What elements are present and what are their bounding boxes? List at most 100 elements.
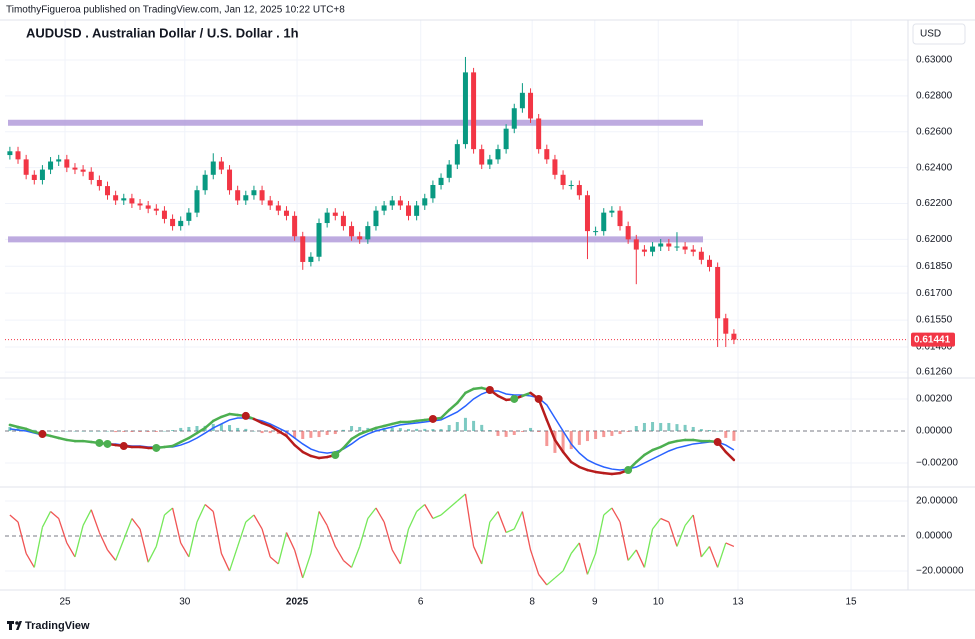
y-tick-label: 0.61400 [916,342,953,353]
macd-segment [496,394,508,402]
histogram-bar [447,425,451,431]
macd-segment [203,419,215,430]
candle-body [576,185,582,196]
candle-body [593,231,599,233]
macd-segment [8,423,20,429]
candle-body [267,200,273,206]
macd-segment [447,401,459,412]
candle-body [308,256,314,262]
oscillator-segment [668,521,678,547]
candle-body [389,200,395,206]
macd-segment [578,465,589,472]
y-tick-label: 0.61550 [916,315,953,326]
histogram-bar [577,430,581,445]
oscillator-segment [643,528,654,568]
histogram-bar [472,420,476,431]
y-tick-label: 0.62400 [916,162,953,173]
histogram-bar [350,426,354,431]
histogram-bar [57,430,61,432]
histogram-bar [358,426,362,431]
macd-segment [228,412,239,417]
candle-body [129,198,135,204]
histogram-bar [398,428,402,431]
candle-body [23,159,29,175]
macd-segment [252,417,264,425]
oscillator-segment [334,546,344,561]
oscillator-segment [155,514,166,547]
macd-segment [651,445,662,452]
candle-body [617,210,623,227]
candle-body [446,164,452,178]
currency-label[interactable]: USD [920,29,941,40]
histogram-bar [463,417,467,431]
oscillator-segment [228,546,239,572]
candle-body [243,195,249,201]
candle-body [324,212,330,224]
histogram-bar [317,430,321,438]
candle-body [161,210,167,219]
candle-body [275,205,281,211]
histogram-bar [244,428,248,431]
histogram-bar [545,430,549,447]
oscillator-segment [131,518,141,530]
oscillator-segment [98,532,109,551]
candle-body [544,149,550,160]
macd-segment [691,438,703,443]
candle-body [80,169,86,172]
oscillator-segment [611,507,621,523]
macd-segment [358,429,370,436]
oscillator-segment [700,546,711,558]
histogram-bar [626,430,630,432]
histogram-bar [594,430,598,439]
y-tick-label: 0.62000 [916,234,953,245]
y-tick-label: 0.62200 [916,198,953,209]
histogram-bar [691,426,695,431]
candle-body [690,249,696,252]
histogram-bar [89,430,93,432]
oscillator-segment [106,549,117,561]
oscillator-segment [481,521,491,565]
oscillator-segment [50,510,60,519]
histogram-bar [618,430,622,435]
histogram-bar [73,430,77,432]
histogram-bar [252,430,256,432]
macd-segment [439,408,451,420]
oscillator-segment [578,542,589,575]
macd-segment [602,471,614,476]
macd-segment [285,434,296,447]
histogram-bar [642,422,646,431]
candle-body [495,149,501,160]
oscillator-segment [432,514,442,520]
candle-body [210,161,216,175]
y-tick-label: 0.63000 [916,55,953,66]
y-tick-label: 0.62800 [916,91,953,102]
histogram-bar [171,430,175,431]
oscillator-segment [538,574,548,586]
candle-body [251,190,257,196]
currency-button[interactable] [912,23,966,45]
candle-body [7,151,13,156]
histogram-bar [602,430,606,438]
histogram-bar [309,430,313,438]
macd-segment [163,444,174,449]
candle-body [137,203,143,206]
oscillator-segment [180,542,190,558]
histogram-bar [561,430,565,452]
x-tick-label: 25 [59,597,71,608]
histogram-bar [431,429,435,431]
histogram-bar [162,430,166,432]
oscillator-segment [472,546,483,565]
candle-body [422,198,428,206]
axes: 25 30 2025 6 8 9 10 13 15 0.63000 0.62800 0.62600 0.… [59,55,964,608]
histogram-bar [569,430,573,450]
macd-segment [635,453,646,464]
byline: TimothyFigueroa published on TradingView… [6,5,345,16]
candle-body [283,210,289,216]
candle-body [698,251,704,260]
candle-body [373,210,379,227]
candle-body [609,210,615,213]
histogram-bar [708,430,712,431]
oscillator-segment [139,528,149,563]
macd-segment [342,437,353,450]
histogram-bar [187,426,191,431]
